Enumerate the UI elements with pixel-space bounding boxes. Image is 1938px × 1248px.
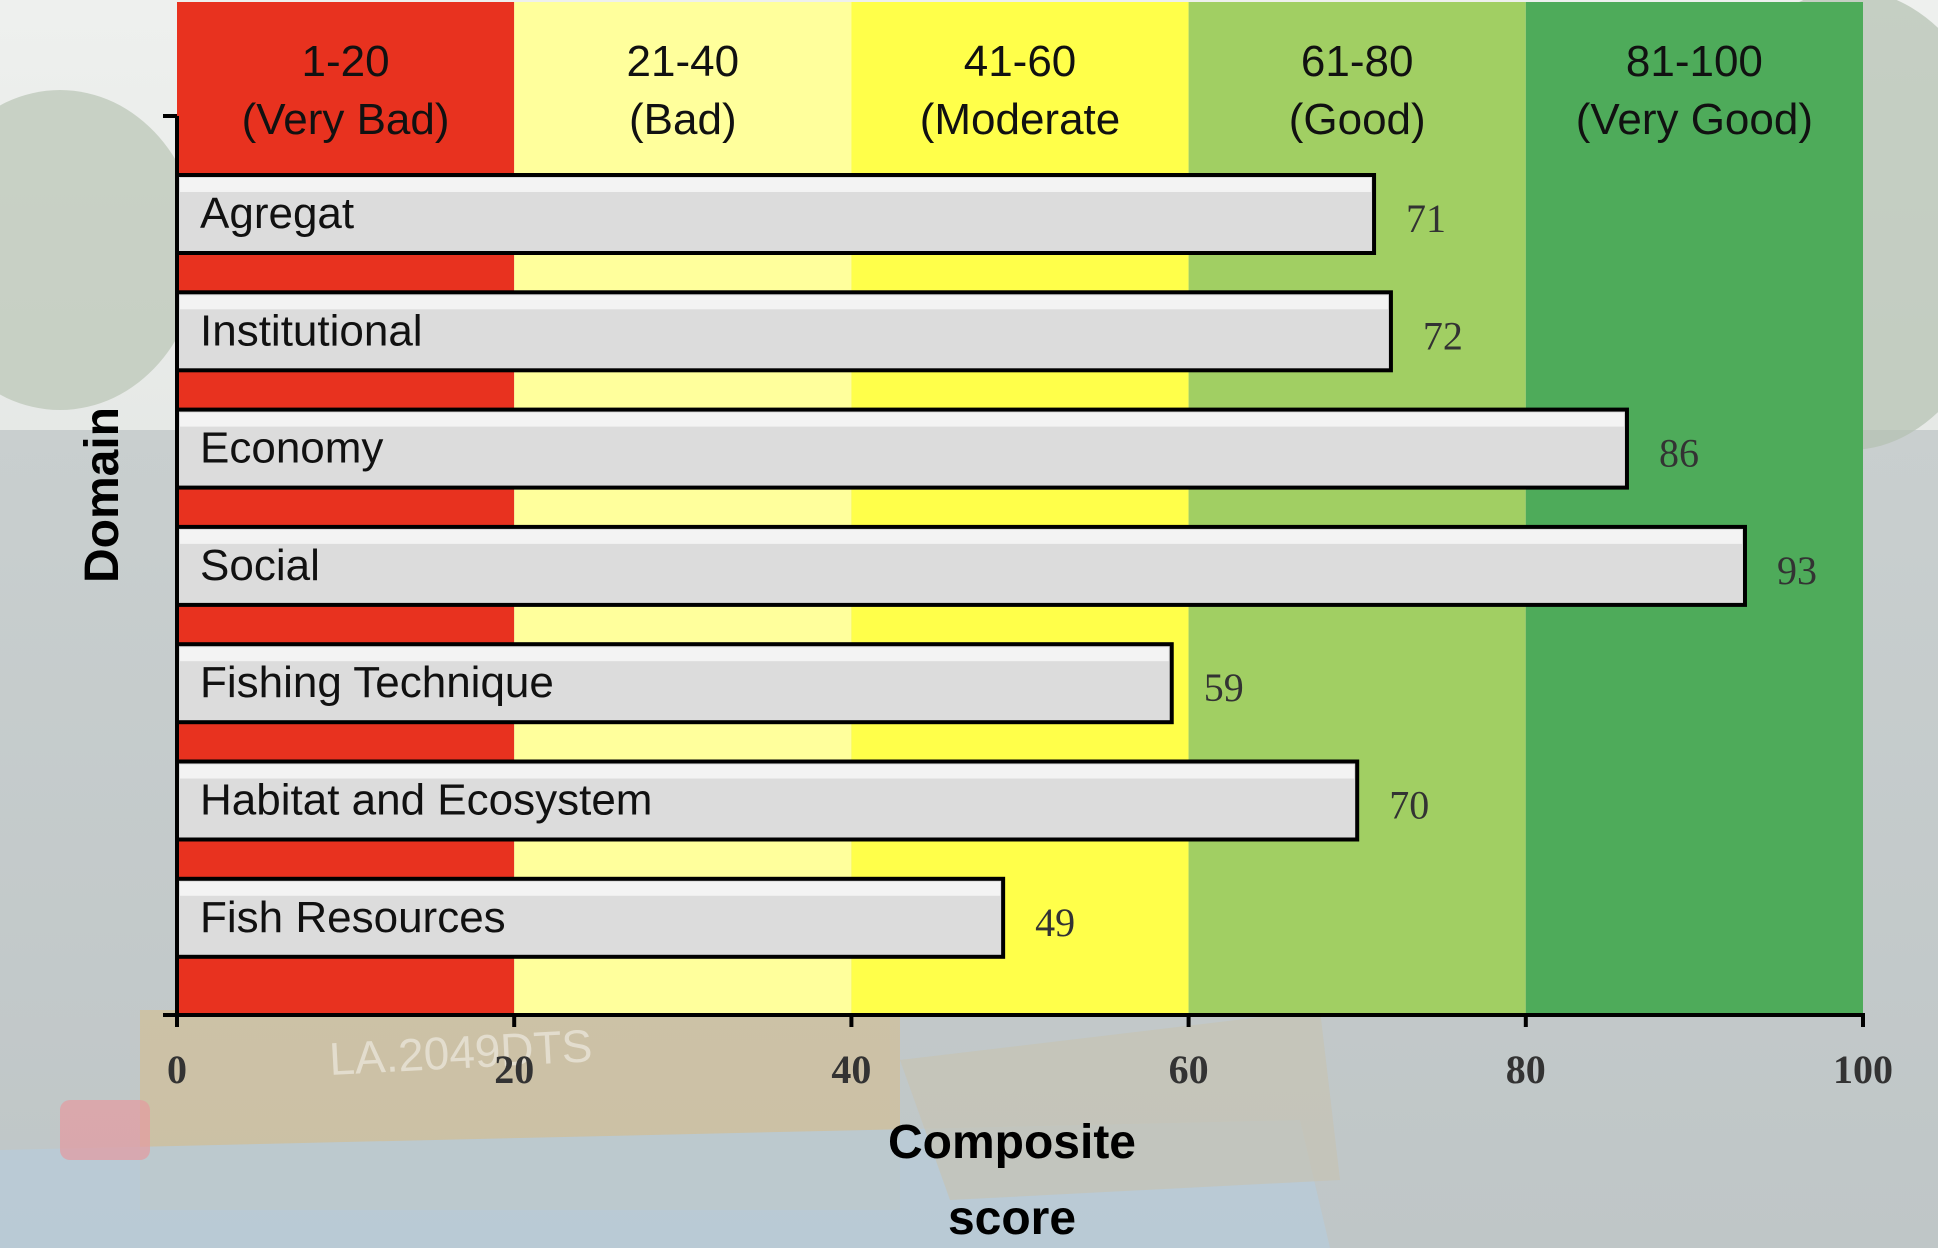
bar-category-label: Economy: [200, 424, 383, 473]
bar-category-label: Fishing Technique: [200, 658, 554, 707]
bar-category-label: Fish Resources: [200, 893, 506, 942]
bar-highlight: [180, 178, 1372, 192]
band-3: [851, 2, 1189, 1015]
x-axis-title-line-2: score: [948, 1192, 1076, 1245]
bar-highlight: [180, 412, 1624, 427]
bar-highlight: [180, 529, 1742, 544]
bar-category-label: Agregat: [200, 189, 354, 238]
band-label-range-2: 21-40: [627, 37, 740, 86]
band-labels: 1-20 (Very Bad) 21-40 (Bad) 41-60 (Moderate 61…: [242, 37, 1813, 144]
x-tick-label-60: 60: [1169, 1047, 1209, 1092]
band-label-quality-4: (Good): [1289, 95, 1426, 144]
band-label-quality-3: (Moderate: [920, 95, 1121, 144]
band-label-quality-5: (Very Good): [1576, 95, 1813, 144]
bar-category-label: Habitat and Ecosystem: [200, 776, 652, 825]
x-tick-label-80: 80: [1506, 1047, 1546, 1092]
band-label-range-5: 81-100: [1626, 37, 1763, 86]
bar-highlight: [180, 295, 1388, 310]
bar-category-label: Institutional: [200, 306, 423, 355]
bar-value-label: 49: [1035, 900, 1075, 945]
bar-value-label: 71: [1406, 196, 1446, 241]
x-axis-title-line-1: Composite: [888, 1116, 1136, 1169]
band-label-range-1: 1-20: [302, 37, 390, 86]
x-tick-label-40: 40: [831, 1047, 871, 1092]
band-1: [177, 2, 515, 1015]
x-tick-label-0: 0: [167, 1047, 187, 1092]
band-5: [1525, 2, 1863, 1015]
bar-value-label: 59: [1204, 665, 1244, 710]
score-bands: [177, 2, 1863, 1015]
band-4: [1188, 2, 1526, 1015]
bar-value-label: 93: [1777, 548, 1817, 593]
bars: Agregat 71 Institutional 72 Economy 86 Social 9…: [175, 173, 1817, 959]
x-tick-label-100: 100: [1833, 1047, 1893, 1092]
axes: 0 20 40 60 80 100: [163, 114, 1893, 1092]
bar-highlight: [180, 764, 1355, 779]
bar-highlight: [180, 647, 1169, 662]
band-label-range-3: 41-60: [964, 37, 1077, 86]
y-axis-title: Domain: [76, 407, 129, 583]
bar-value-label: 86: [1659, 431, 1699, 476]
axis-titles: Domain Composite score: [76, 407, 1136, 1245]
bar-highlight: [180, 881, 1001, 896]
band-label-quality-2: (Bad): [629, 95, 737, 144]
x-tick-label-20: 20: [494, 1047, 534, 1092]
bar-value-label: 70: [1389, 783, 1429, 828]
band-label-quality-1: (Very Bad): [242, 95, 450, 144]
bar-category-label: Social: [200, 541, 320, 590]
band-label-range-4: 61-80: [1301, 37, 1414, 86]
band-2: [514, 2, 852, 1015]
bar-value-label: 72: [1423, 313, 1463, 358]
